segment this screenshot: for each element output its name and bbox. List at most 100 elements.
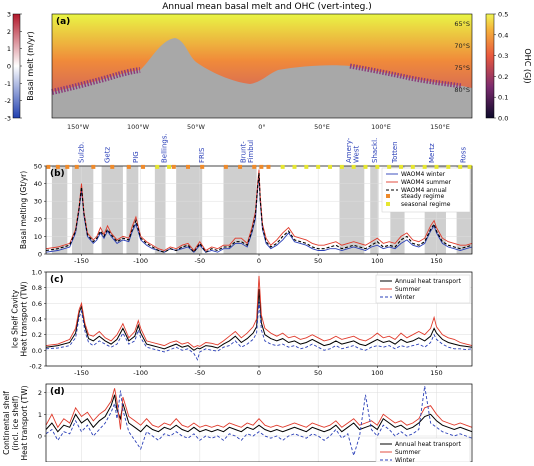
y-tick-label: 0.6 — [32, 300, 42, 308]
legend-label: Winter — [395, 294, 415, 301]
x-tick-label: 100 — [371, 257, 383, 265]
region-shade — [72, 166, 94, 254]
map-lat-label: 80°S — [454, 86, 470, 94]
region-shade — [370, 166, 379, 254]
seasonal-regime-marker — [410, 164, 415, 169]
ohc-colorbar-tick-label: 0.2 — [498, 73, 508, 81]
series-line — [45, 275, 473, 348]
region-label: Amery-West — [345, 137, 361, 163]
ohc-colorbar-tick-label: 0.0 — [498, 115, 508, 123]
ohc-colorbar-tick-label: 0.5 — [498, 11, 508, 19]
steady-regime-marker — [74, 164, 79, 169]
series-line — [45, 172, 473, 254]
y-tick-label: 0.0 — [32, 347, 42, 355]
legend-label: Summer — [395, 449, 421, 456]
seasonal-regime-marker — [363, 164, 368, 169]
steady-regime-marker — [171, 164, 176, 169]
region-shade — [51, 166, 68, 254]
steady-regime-marker — [186, 164, 190, 169]
region-label: Totten — [391, 141, 399, 164]
panel-label-d: (d) — [50, 387, 65, 397]
seasonal-regime-marker — [339, 164, 344, 169]
series-line — [45, 386, 473, 458]
legend-label: WAOM4 winter — [401, 171, 446, 178]
y-tick-label: 50 — [34, 163, 42, 171]
region-shade — [176, 166, 203, 254]
series-line — [45, 388, 473, 430]
seasonal-regime-marker — [458, 164, 463, 169]
x-tick-label: -100 — [133, 369, 148, 377]
y-axis-label: Continental shelf(incl. ice shelf)Heat t… — [2, 385, 29, 460]
y-axis-label: Basal melting (Gt/yr) — [19, 171, 28, 249]
region-label: Sulzb. — [78, 142, 86, 163]
legend-label: WAOM4 summer — [401, 179, 452, 186]
steady-regime-marker — [238, 164, 243, 169]
steady-regime-marker — [141, 164, 146, 169]
series-line — [45, 394, 473, 433]
x-tick-label: -100 — [133, 257, 148, 265]
map-lon-label: 100°W — [127, 123, 150, 131]
x-tick-label: 150 — [430, 369, 442, 377]
ohc-colorbar — [485, 13, 495, 119]
legend-label: Winter — [395, 457, 415, 462]
y-tick-label: 0.2 — [32, 331, 42, 339]
seasonal-regime-marker — [304, 164, 309, 169]
region-label: Ross — [460, 147, 468, 163]
x-tick-label: 50 — [314, 257, 322, 265]
seasonal-regime-marker — [375, 164, 380, 169]
panel-label-b: (b) — [50, 169, 65, 179]
region-shade — [126, 166, 139, 254]
y-tick-label: 0 — [38, 251, 42, 259]
region-label: Brunt-Fimbul — [240, 140, 256, 163]
map-lon-label: 50°E — [314, 123, 330, 131]
steady-regime-marker — [110, 164, 115, 169]
seasonal-regime-marker — [446, 164, 451, 169]
melt-colorbar-tick-label: 3 — [7, 11, 11, 19]
map-antarctica-land — [52, 38, 472, 118]
y-tick-label: 0.4 — [32, 316, 42, 324]
y-tick-label: 1.0 — [32, 269, 42, 277]
steady-regime-marker — [46, 164, 51, 169]
region-label: PIG — [132, 151, 140, 163]
melt-colorbar-tick-label: -3 — [5, 115, 11, 123]
legend-swatch-seasonal — [386, 202, 390, 206]
y-tick-label: 1 — [38, 411, 42, 419]
x-tick-label: -50 — [195, 369, 206, 377]
region-label: Shackl. — [371, 138, 379, 163]
melt-colorbar-tick-label: -2 — [5, 97, 11, 105]
region-shade — [223, 166, 257, 254]
map-lat-label: 65°S — [454, 20, 470, 28]
legend-label-seasonal: seasonal regime — [401, 201, 451, 208]
region-shade — [101, 166, 123, 254]
map-lat-label: 70°S — [454, 42, 470, 50]
steady-regime-marker — [223, 164, 228, 169]
melt-colorbar-tick-label: 0 — [7, 63, 11, 71]
region-label: FRIS — [198, 147, 206, 163]
series-line — [45, 301, 473, 361]
region-label: Getz — [104, 147, 112, 163]
melt-colorbar-tick-label: -1 — [5, 80, 11, 88]
y-tick-label: 30 — [34, 198, 42, 206]
seasonal-regime-marker — [292, 164, 297, 169]
region-shade — [339, 166, 365, 254]
steady-regime-marker — [55, 164, 60, 169]
ohc-colorbar-tick-label: 0.1 — [498, 94, 508, 102]
legend-label-steady: steady regime — [401, 193, 444, 200]
y-axis-label: Ice Shelf CavityHeat transport (TW) — [11, 281, 29, 356]
map-frame — [51, 13, 473, 119]
region-label: Bellings. — [160, 133, 168, 163]
y-tick-label: 40 — [34, 180, 42, 188]
map-lat-label: 75°S — [454, 64, 470, 72]
series-line — [45, 289, 473, 351]
seasonal-regime-marker — [399, 164, 403, 169]
y-tick-label: 10 — [34, 233, 42, 241]
seasonal-regime-marker — [434, 164, 439, 169]
x-tick-label: 150 — [430, 257, 442, 265]
x-tick-label: 50 — [314, 369, 322, 377]
seasonal-regime-marker — [467, 164, 472, 169]
melt-colorbar-label: Basal melt (m/yr) — [26, 31, 35, 101]
figure-title: Annual mean basal melt and OHC (vert-int… — [162, 2, 372, 12]
steady-regime-marker — [266, 164, 271, 169]
